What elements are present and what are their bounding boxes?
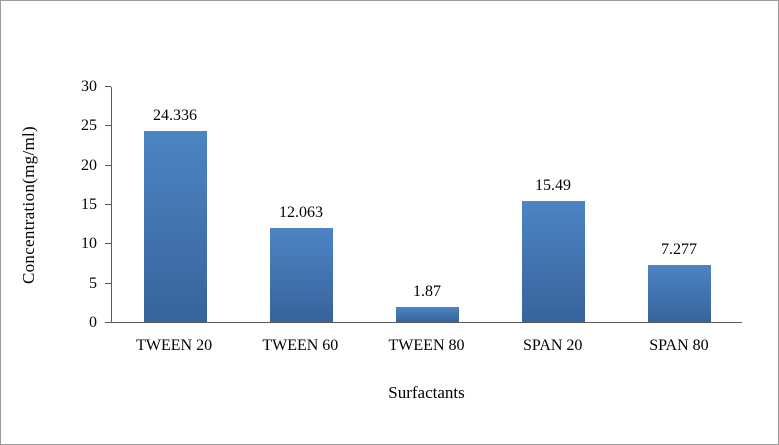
bar-value-label: 1.87	[413, 283, 441, 301]
y-tick-mark	[105, 243, 111, 245]
bar-value-label: 7.277	[661, 241, 697, 258]
bar-value-label: 12.063	[279, 203, 323, 221]
y-tick-label: 0	[89, 314, 97, 331]
y-tick-mark	[105, 164, 111, 166]
bar-slot: 24.336	[112, 87, 238, 322]
x-axis-title: Surfactants	[388, 383, 465, 402]
bar-slot: 7.277	[616, 87, 742, 322]
bar	[395, 307, 459, 322]
bar-slot: 1.87	[364, 87, 490, 322]
y-tick-label: 30	[81, 78, 97, 95]
bar-slot: 15.49	[490, 87, 616, 322]
y-tick-mark	[105, 86, 111, 87]
y-tick-mark	[105, 204, 111, 205]
bar	[269, 227, 333, 322]
y-tick-label: 10	[81, 235, 97, 253]
y-tick-mark	[105, 282, 111, 284]
bar-value-label: 15.49	[535, 176, 571, 194]
y-tick-label: 20	[81, 156, 97, 174]
y-axis-title: Concentration(mg/ml)	[1, 87, 57, 323]
x-category-label: TWEEN 20	[136, 337, 213, 354]
x-category-label: TWEEN 80	[388, 337, 465, 354]
y-axis-title-text: Concentration(mg/ml)	[19, 125, 38, 285]
y-tick-label: 25	[81, 117, 97, 135]
x-category-label: SPAN 80	[649, 337, 709, 354]
bar-slot: 12.063	[238, 87, 364, 322]
y-tick-mark	[105, 125, 111, 127]
x-category-label: TWEEN 60	[262, 337, 339, 354]
bar-value-label: 24.336	[153, 107, 197, 125]
y-axis: 0 5 10 15 20 25 30	[57, 79, 111, 331]
plot-area: 24.336 12.063 1.87 15.49 7.277	[111, 87, 742, 323]
bar	[143, 131, 207, 322]
y-tick-mark	[105, 322, 111, 323]
x-axis: TWEEN 20 TWEEN 60 TWEEN 80 SPAN 20 SPAN 80	[111, 323, 742, 369]
y-tick-label: 5	[89, 274, 97, 292]
x-category-label: SPAN 20	[522, 337, 583, 354]
bar	[521, 200, 585, 322]
y-tick-label: 15	[81, 196, 97, 213]
bar	[647, 265, 711, 322]
